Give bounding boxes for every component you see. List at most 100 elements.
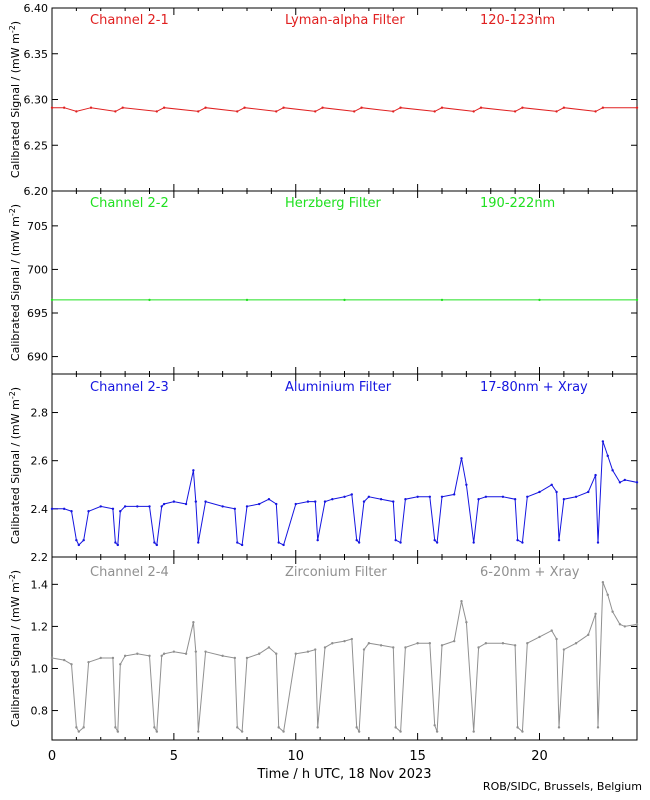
x-tick-label: 20 (531, 749, 548, 764)
panel-3-ylabel: Calibrated Signal / (mW m-2) (8, 387, 22, 544)
data-point (294, 502, 297, 506)
series-line (52, 441, 638, 547)
data-point (596, 726, 600, 729)
data-point (555, 490, 558, 494)
data-point (399, 106, 402, 109)
data-point (62, 106, 66, 109)
data-point (233, 656, 237, 660)
panel-channel-2-4: Channel 2-4 Zirconium Filter 6-20nm + Xr… (8, 556, 639, 741)
data-point (314, 110, 317, 113)
data-point (562, 498, 566, 501)
data-point (357, 541, 361, 544)
data-point (314, 648, 317, 651)
x-tick-label: 0 (48, 749, 56, 764)
data-point (323, 500, 327, 503)
y-tick-label: 2.6 (31, 455, 49, 468)
data-point (114, 726, 117, 729)
data-point (294, 652, 297, 655)
y-tick-label: 6.40 (24, 2, 49, 15)
data-point (162, 502, 166, 506)
data-point (601, 106, 605, 109)
data-point (618, 481, 622, 484)
data-point (245, 505, 249, 508)
panel-2-ylabel: Calibrated Signal / (mW m-2) (8, 204, 22, 361)
data-point (353, 110, 356, 113)
data-point (184, 652, 188, 655)
data-point (155, 543, 159, 547)
data-point (594, 110, 597, 113)
data-point (611, 610, 614, 613)
panel-3-channel-label: Channel 2-3 (90, 380, 169, 395)
data-point (162, 652, 166, 655)
series-line (51, 582, 638, 734)
credit-text: ROB/SIDC, Brussels, Belgium (482, 780, 642, 793)
data-point (435, 541, 439, 544)
data-point (477, 646, 480, 649)
data-point (460, 599, 463, 603)
data-point (148, 654, 151, 658)
data-point (162, 106, 166, 109)
data-point (282, 106, 285, 109)
data-point (516, 726, 519, 729)
y-tick-label: 700 (27, 263, 48, 276)
data-point (606, 454, 609, 458)
data-point (379, 644, 383, 647)
data-point (501, 495, 505, 499)
data-point (153, 541, 156, 544)
data-point (123, 505, 127, 508)
data-point (562, 106, 566, 109)
data-point (257, 502, 261, 506)
data-point (550, 629, 553, 632)
panel-2-channel-label: Channel 2-2 (90, 196, 169, 211)
data-point (367, 642, 371, 645)
data-point (87, 510, 90, 513)
data-point (62, 658, 66, 662)
data-point (62, 507, 66, 511)
y-tick-label: 6.20 (24, 185, 49, 198)
data-point (416, 495, 419, 499)
data-point (245, 656, 249, 660)
data-point (479, 106, 483, 109)
data-point (121, 106, 124, 109)
data-point (362, 648, 366, 651)
panel-1-channel-label: Channel 2-1 (90, 13, 169, 28)
data-point (428, 642, 432, 645)
data-point (555, 110, 558, 113)
panel-4-yticks: 0.8 1.0 1.2 1.4 (31, 578, 637, 718)
x-tick-labels: 0 5 10 15 20 (48, 749, 548, 764)
data-point (236, 541, 239, 544)
x-tick-label: 5 (170, 749, 178, 764)
data-point (452, 639, 456, 643)
data-point (277, 541, 280, 544)
y-tick-label: 2.8 (31, 407, 49, 420)
data-point (282, 543, 285, 547)
data-point (465, 483, 468, 486)
data-point (70, 663, 73, 666)
data-point (172, 500, 176, 503)
data-point (433, 724, 436, 727)
data-point (416, 642, 419, 645)
data-point (77, 543, 81, 547)
data-point (357, 730, 361, 733)
panel-4-data (50, 581, 639, 734)
data-point (550, 483, 553, 486)
data-point (77, 730, 81, 733)
panel-2-frame (51, 190, 638, 375)
data-point (116, 730, 120, 733)
data-point (587, 490, 590, 494)
data-point (501, 642, 505, 645)
data-point (155, 110, 159, 113)
y-tick-label: 0.8 (31, 705, 49, 718)
data-point (243, 106, 246, 109)
series-line (52, 107, 637, 112)
data-point (75, 110, 78, 113)
panel-channel-2-3: Channel 2-3 Aluminium Filter 17-80nm + X… (8, 373, 639, 564)
data-point (526, 495, 529, 499)
data-point (194, 500, 198, 503)
data-point (148, 505, 151, 508)
data-point (160, 654, 163, 658)
data-point (306, 500, 310, 503)
data-point (282, 730, 285, 733)
y-tick-label: 1.4 (31, 578, 49, 591)
